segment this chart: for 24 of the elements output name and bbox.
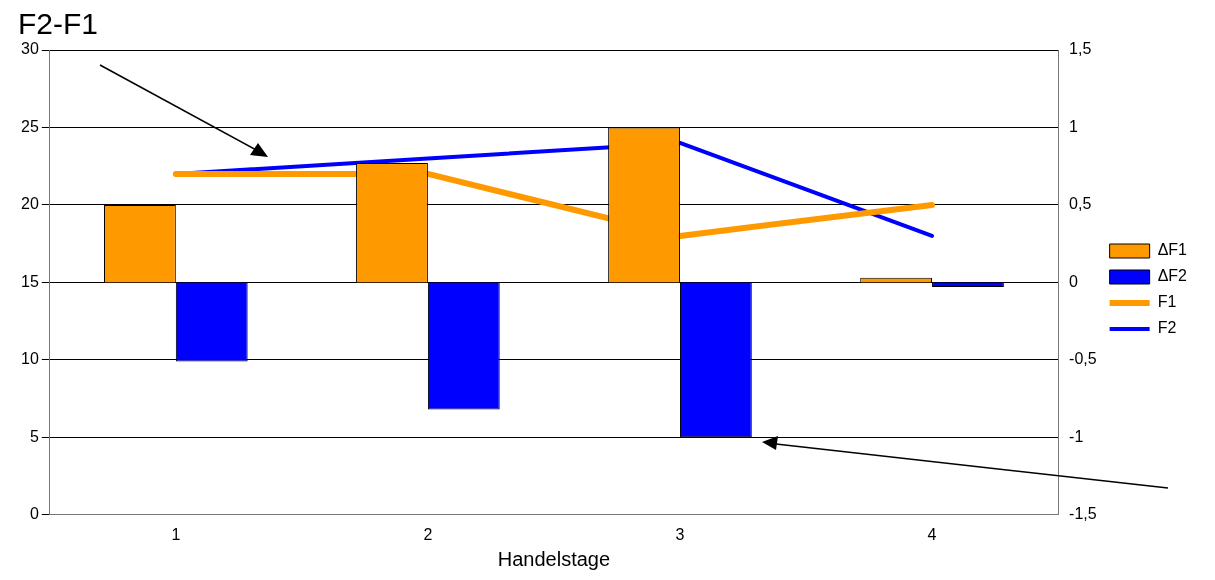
x-tick-label: 1 (171, 525, 181, 543)
x-tick-label: 3 (675, 525, 685, 543)
y2-tick-label: -1,5 (1069, 505, 1097, 523)
y2-tick-label: 1 (1069, 117, 1079, 135)
legend-label: ΔF1 (1157, 241, 1188, 259)
legend-label: F2 (1157, 319, 1177, 337)
x-axis-title: Handelstage (497, 547, 611, 570)
y-tick-label: 0 (29, 505, 39, 523)
y2-tick-label: 0,5 (1069, 195, 1092, 213)
y2-tick-label: -0,5 (1069, 350, 1097, 368)
y-tick-label: 30 (21, 40, 39, 58)
y-tick-label: 25 (21, 117, 39, 135)
y2-tick-label: 1,5 (1069, 40, 1092, 58)
y-tick-label: 15 (21, 272, 39, 290)
y2-tick-label: -1 (1069, 427, 1084, 445)
x-tick-label: 2 (423, 525, 433, 543)
legend-label: ΔF2 (1157, 267, 1188, 285)
legend-label: F1 (1157, 293, 1177, 311)
y-tick-label: 20 (21, 195, 39, 213)
chart-title: F2-F1 (18, 7, 99, 41)
y2-tick-label: 0 (1069, 272, 1079, 290)
x-tick-label: 4 (927, 525, 937, 543)
y-tick-label: 5 (29, 427, 39, 445)
y-tick-label: 10 (21, 350, 39, 368)
